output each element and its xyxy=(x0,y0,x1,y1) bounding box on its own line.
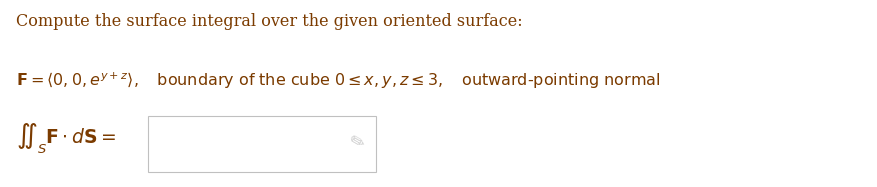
Bar xyxy=(147,116,375,172)
Text: $\iint_S \mathbf{F} \cdot d\mathbf{S} =$: $\iint_S \mathbf{F} \cdot d\mathbf{S} =$ xyxy=(16,121,116,156)
Text: $\mathbf{F} = \langle 0, 0, e^{y+z}\rangle, \quad \text{boundary of the cube } 0: $\mathbf{F} = \langle 0, 0, e^{y+z}\rang… xyxy=(16,71,660,91)
Text: Compute the surface integral over the given oriented surface:: Compute the surface integral over the gi… xyxy=(16,13,522,30)
Text: ✏: ✏ xyxy=(344,131,367,154)
